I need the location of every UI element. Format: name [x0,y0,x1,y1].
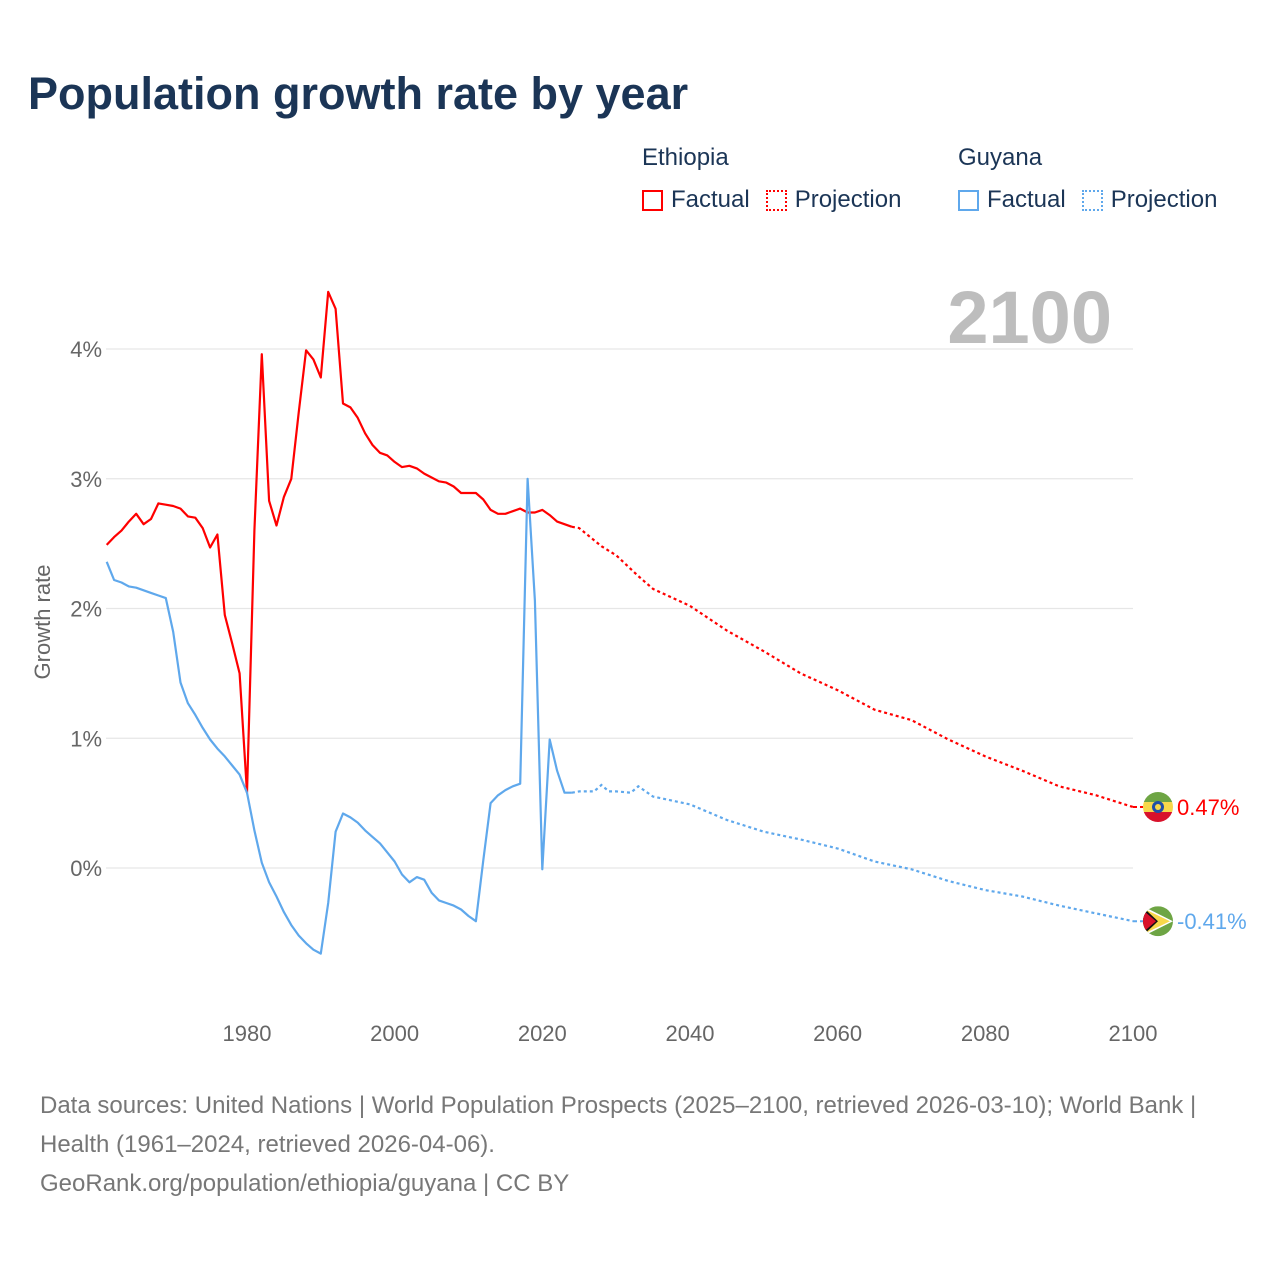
dotted-swatch-icon [1081,189,1103,211]
legend-item-factual[interactable]: Factual [958,186,1066,214]
page-title: Population growth rate by year [28,68,689,119]
legend-label: Factual [671,186,750,213]
x-tick-label: 2100 [1109,1021,1158,1046]
solid-swatch-icon [958,189,979,211]
legend-label: Projection [1110,186,1218,213]
ethiopia-projection-line [571,525,1134,809]
solid-swatch-icon [642,189,663,211]
y-tick-label: 3% [70,467,102,492]
legend-guyana: Guyana Factual Projection [958,144,1233,214]
legend-label: Projection [794,186,902,213]
guyana-projection-line [571,783,1134,923]
x-tick-label: 2000 [370,1021,419,1046]
credit-link[interactable]: GeoRank.org/population/ethiopia/guyana |… [40,1170,570,1197]
legend-ethiopia: Ethiopia Factual Projection [642,144,917,214]
y-axis-label: Growth rate [30,565,55,680]
x-tick-label: 1980 [223,1021,272,1046]
y-tick-label: 0% [70,856,102,881]
legend-item-projection[interactable]: Projection [765,186,902,214]
legend-item-projection[interactable]: Projection [1081,186,1218,214]
legend-country-name: Ethiopia [642,144,729,171]
x-tick-label: 2020 [518,1021,567,1046]
y-tick-label: 1% [70,726,102,751]
y-tick-label: 2% [70,597,102,622]
ethiopia-factual-line [105,290,573,794]
data-sources: Data sources: United Nations | World Pop… [40,1092,1197,1158]
dotted-swatch-icon [765,189,787,211]
current-year-label: 2100 [947,276,1112,359]
ethiopia-end-value-label: 0.47% [1177,795,1239,820]
x-tick-label: 2060 [813,1021,862,1046]
guyana-end-value-label: -0.41% [1177,909,1247,934]
x-tick-label: 2040 [666,1021,715,1046]
legend-item-factual[interactable]: Factual [642,186,750,214]
guyana-factual-line [105,477,572,955]
x-tick-label: 2080 [961,1021,1010,1046]
ethiopia-flag-icon [1143,792,1173,823]
footer: Data sources: United Nations | World Pop… [40,1086,1240,1203]
legend-label: Factual [987,186,1066,213]
legend-country-name: Guyana [958,144,1043,171]
y-tick-label: 4% [70,337,102,362]
guyana-flag-icon [1143,906,1173,937]
